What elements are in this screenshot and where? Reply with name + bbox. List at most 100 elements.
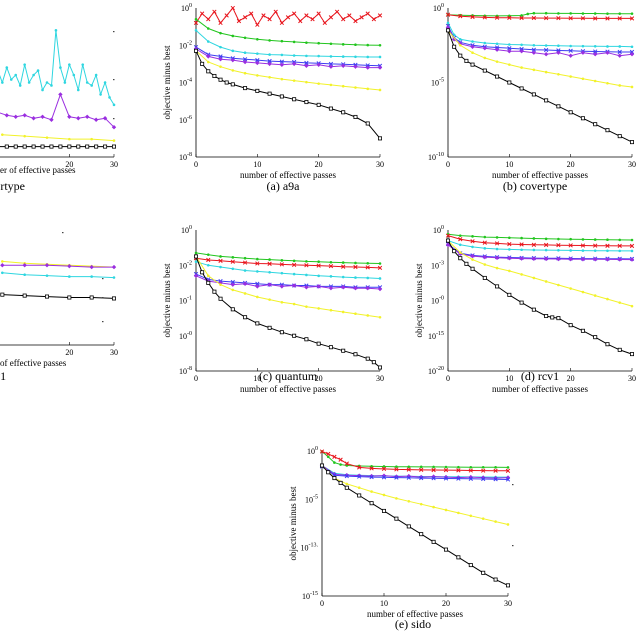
purple-data-point: [556, 256, 561, 262]
black-data-point: [103, 144, 108, 149]
red-data-point: [568, 243, 573, 248]
y-tick-label: 10-2: [179, 260, 192, 270]
x-tick-label: 30: [110, 348, 118, 357]
cyan-data-point: [292, 54, 296, 57]
yellow-data-point: [444, 508, 448, 512]
green-data-point: [471, 235, 474, 238]
blue-data-point: [357, 474, 362, 479]
y-tick-label: 10-1: [179, 296, 192, 306]
black-data-point: [67, 295, 72, 300]
x-tick-label: 10: [380, 599, 388, 608]
blue-data-point: [267, 58, 272, 64]
green-data-point: [581, 12, 585, 15]
x-tick-label: 0: [320, 599, 324, 608]
black-data-point: [353, 352, 358, 357]
red-data-point: [445, 12, 451, 17]
cyan-data-point: [243, 51, 247, 54]
black-data-point: [304, 100, 309, 105]
yellow-data-point: [483, 263, 487, 266]
purple-data-point: [494, 47, 500, 52]
y-tick-label: 10-8: [179, 152, 192, 162]
cyan-data-point: [90, 84, 93, 87]
y-tick-label: 10-2: [179, 40, 192, 50]
green-data-point: [494, 466, 497, 469]
black-data-point: [31, 144, 36, 149]
yellow-data-point: [520, 273, 523, 276]
blue-data-point: [328, 61, 334, 67]
yellow-data-point: [378, 315, 382, 319]
cyan-data-point: [112, 103, 116, 107]
green-data-point: [395, 465, 398, 468]
x-tick-label: 20: [567, 374, 575, 383]
blue-series-line: [321, 466, 509, 480]
purple-data-point: [556, 50, 561, 55]
cyan-data-point: [532, 43, 536, 47]
cyan-data-point: [112, 276, 116, 279]
red-data-point: [316, 11, 321, 16]
purple-data-point: [507, 49, 512, 54]
green-data-point: [231, 34, 235, 38]
black-data-point: [531, 307, 536, 312]
red-data-point: [394, 467, 399, 472]
x-tick-label: 0: [446, 374, 450, 383]
blue-data-point: [255, 281, 260, 286]
black-data-point: [292, 333, 297, 338]
yellow-data-point: [471, 51, 474, 54]
yellow-data-point: [508, 269, 511, 273]
purple-data-point: [377, 65, 383, 70]
stray-mark: [113, 118, 115, 120]
cyan-data-point: [50, 84, 53, 87]
purple-series-line: [195, 48, 380, 69]
red-data-point: [556, 243, 561, 248]
blue-data-point: [279, 59, 285, 64]
black-data-point: [206, 280, 211, 285]
x-tick-label: 30: [376, 160, 384, 169]
black-series-line: [321, 465, 509, 586]
green-data-point: [526, 12, 530, 16]
black-data-point: [76, 144, 81, 149]
cyan-data-point: [72, 73, 76, 77]
yellow-data-point: [630, 85, 634, 89]
blue-data-point: [494, 45, 500, 50]
green-data-point: [341, 43, 345, 46]
red-data-point: [617, 243, 622, 249]
y-tick-label: 10-15: [428, 331, 444, 341]
green-data-point: [194, 251, 198, 255]
cyan-data-point: [366, 276, 370, 280]
x-tick-label: 10: [253, 374, 261, 383]
blue-data-point: [519, 46, 524, 52]
yellow-data-point: [317, 307, 320, 310]
cyan-data-point: [630, 45, 634, 49]
yellow-data-point: [112, 139, 116, 142]
cyan-data-point: [18, 84, 22, 87]
green-data-point: [305, 41, 308, 44]
red-series-line: [321, 451, 509, 472]
green-data-point: [339, 463, 342, 466]
cyan-series-line: [447, 240, 632, 252]
black-data-point: [316, 341, 321, 346]
cyan-data-point: [219, 265, 222, 269]
yellow-data-point: [544, 280, 548, 283]
black-data-point: [218, 77, 223, 82]
red-data-point: [519, 242, 524, 247]
y-tick-label: 10-8: [179, 366, 192, 376]
green-series-line: [195, 18, 381, 46]
x-tick-label: 10: [505, 374, 513, 383]
red-data-point: [580, 16, 586, 21]
series-cyan: [446, 21, 634, 49]
x-axis-label: number of effective passes: [240, 384, 337, 394]
black-data-point: [40, 144, 45, 149]
series-blue: [193, 271, 383, 290]
x-tick-label: 20: [65, 160, 73, 169]
cyan-data-point: [280, 53, 284, 57]
black-data-point: [112, 144, 117, 149]
purple-data-point: [279, 62, 285, 68]
x-tick-label: 0: [194, 374, 198, 383]
purple-data-point: [353, 285, 358, 291]
black-data-point: [605, 128, 610, 133]
purple-data-point: [617, 53, 622, 58]
cyan-data-point: [354, 276, 357, 279]
x-axis-label: of effective passes: [0, 358, 67, 368]
green-data-point: [606, 12, 609, 15]
purple-data-point: [580, 50, 586, 55]
